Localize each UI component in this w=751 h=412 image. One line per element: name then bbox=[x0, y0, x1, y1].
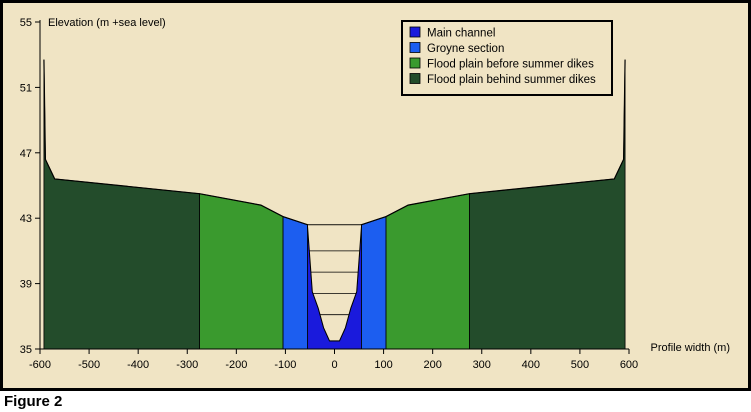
legend-swatch bbox=[409, 26, 421, 38]
legend-swatch bbox=[409, 73, 421, 84]
legend-label: Main channel bbox=[427, 28, 495, 40]
legend-box bbox=[401, 20, 613, 96]
x-tick-label: 200 bbox=[423, 359, 441, 371]
x-tick-label: -400 bbox=[127, 359, 149, 371]
zone-groyne-section-1 bbox=[361, 216, 387, 350]
x-tick-label: 300 bbox=[473, 359, 491, 371]
figure-caption: Figure 2 bbox=[4, 393, 63, 410]
x-tick-label: -500 bbox=[78, 359, 100, 371]
legend-label: Groyne section bbox=[427, 43, 504, 55]
y-axis-label: Elevation (m +sea level) bbox=[48, 17, 166, 29]
y-tick-label: 47 bbox=[20, 148, 32, 160]
x-tick-label: 0 bbox=[331, 359, 337, 371]
y-tick-label: 51 bbox=[20, 82, 32, 94]
y-tick-label: 39 bbox=[20, 279, 32, 291]
axes-layer: 35 39 43 47 51 55 -600 -500 -400 -300 -200 -100 0 100… bbox=[20, 17, 638, 371]
zone-groyne-section-0 bbox=[282, 216, 308, 350]
y-tick-label: 55 bbox=[20, 17, 32, 29]
x-axis-label: Profile width (m) bbox=[651, 342, 730, 354]
y-tick-label: 43 bbox=[20, 213, 32, 225]
x-tick-label: 600 bbox=[620, 359, 638, 371]
x-tick-label: -600 bbox=[29, 359, 51, 371]
x-tick-label: -300 bbox=[176, 359, 198, 371]
zone-flood-plain-before-summer-dikes-1 bbox=[385, 193, 470, 350]
water-level-lines bbox=[307, 224, 362, 342]
channel-water-body bbox=[307, 224, 362, 342]
legend-label: Flood plain behind summer dikes bbox=[427, 74, 596, 86]
y-tick-label: 35 bbox=[20, 344, 32, 356]
x-tick-label: -100 bbox=[274, 359, 296, 371]
x-tick-label: 100 bbox=[374, 359, 392, 371]
x-tick-label: 400 bbox=[522, 359, 540, 371]
legend: Main channel Groyne section Flood plain be… bbox=[401, 20, 613, 96]
x-tick-label: -200 bbox=[225, 359, 247, 371]
x-tick-label: 500 bbox=[571, 359, 589, 371]
legend-label: Flood plain before summer dikes bbox=[427, 59, 594, 71]
legend-swatch bbox=[409, 57, 421, 69]
zone-flood-plain-before-summer-dikes-0 bbox=[199, 193, 284, 350]
legend-swatch bbox=[409, 42, 421, 53]
